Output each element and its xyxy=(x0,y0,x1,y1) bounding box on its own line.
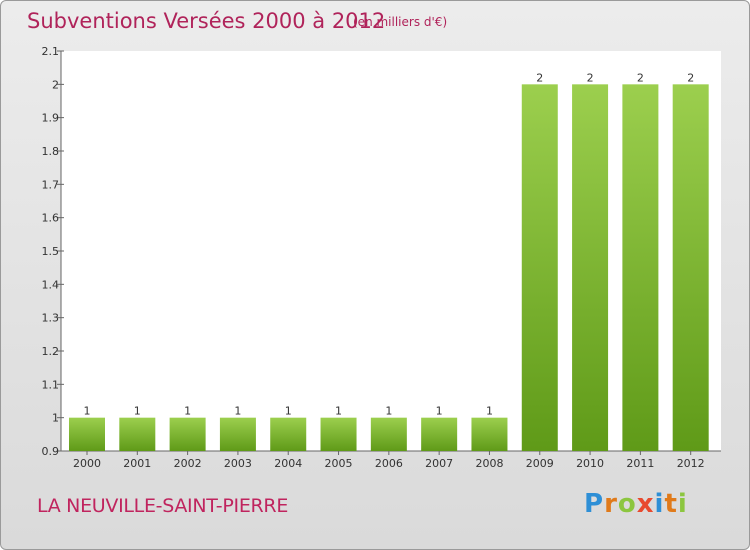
bar xyxy=(370,417,407,451)
bar-value-label: 1 xyxy=(234,405,241,418)
bar-value-label: 2 xyxy=(587,71,594,84)
bar-value-label: 1 xyxy=(436,405,443,418)
y-tick-label: 0.9 xyxy=(42,445,60,458)
bar xyxy=(471,417,508,451)
bar-value-label: 2 xyxy=(687,71,694,84)
x-tick-label: 2006 xyxy=(375,457,403,470)
bar xyxy=(169,417,206,451)
y-tick-label: 1.3 xyxy=(42,312,60,325)
bar xyxy=(672,84,709,451)
bar-value-label: 1 xyxy=(184,405,191,418)
x-tick-label: 2007 xyxy=(425,457,453,470)
y-tick-label: 1.9 xyxy=(42,112,60,125)
bar-value-label: 1 xyxy=(486,405,493,418)
bar xyxy=(69,417,105,451)
x-tick-label: 2000 xyxy=(73,457,101,470)
x-tick-label: 2012 xyxy=(677,457,705,470)
bar xyxy=(622,84,659,451)
y-tick-label: 1.8 xyxy=(42,145,60,158)
logo-letter: r xyxy=(604,489,618,519)
plot-area xyxy=(61,51,721,451)
bar xyxy=(219,417,256,451)
y-tick-label: 2.1 xyxy=(42,45,60,58)
chart-title: Subventions Versées 2000 à 2012 xyxy=(27,9,386,33)
bar xyxy=(320,417,357,451)
x-tick-label: 2004 xyxy=(274,457,302,470)
bar-value-label: 2 xyxy=(637,71,644,84)
logo-letter: i xyxy=(654,489,665,519)
y-tick-label: 1.6 xyxy=(42,212,60,225)
proxiti-logo: Proxiti xyxy=(584,489,688,519)
y-tick-label: 1.2 xyxy=(42,345,60,358)
bar xyxy=(421,417,458,451)
bar-value-label: 1 xyxy=(134,405,141,418)
bar-value-label: 2 xyxy=(536,71,543,84)
y-tick-label: 2 xyxy=(52,78,59,91)
bar-value-label: 1 xyxy=(335,405,342,418)
x-tick-label: 2002 xyxy=(174,457,202,470)
logo-letter: i xyxy=(677,489,688,519)
bar xyxy=(270,417,307,451)
logo-letter: P xyxy=(584,489,605,519)
bar-value-label: 1 xyxy=(385,405,392,418)
x-tick-label: 2009 xyxy=(526,457,554,470)
chart-subtitle: (en milliers d'€) xyxy=(353,15,448,29)
logo-letter: x xyxy=(636,489,655,519)
bar xyxy=(119,417,156,451)
logo-letter: o xyxy=(617,489,637,519)
x-tick-label: 2003 xyxy=(224,457,252,470)
commune-name: LA NEUVILLE-SAINT-PIERRE xyxy=(37,495,289,517)
y-tick-label: 1.7 xyxy=(42,178,60,191)
bar xyxy=(521,84,558,451)
bar-value-label: 1 xyxy=(285,405,292,418)
x-tick-label: 2011 xyxy=(626,457,654,470)
y-tick-label: 1.5 xyxy=(42,245,60,258)
x-tick-label: 2010 xyxy=(576,457,604,470)
x-tick-label: 2008 xyxy=(475,457,503,470)
logo-letter: t xyxy=(664,489,678,519)
x-tick-label: 2005 xyxy=(325,457,353,470)
bar xyxy=(572,84,609,451)
y-tick-label: 1.4 xyxy=(42,278,60,291)
y-tick-label: 1.1 xyxy=(42,378,60,391)
y-tick-label: 1 xyxy=(52,412,59,425)
x-tick-label: 2001 xyxy=(123,457,151,470)
bar-value-label: 1 xyxy=(84,405,91,418)
